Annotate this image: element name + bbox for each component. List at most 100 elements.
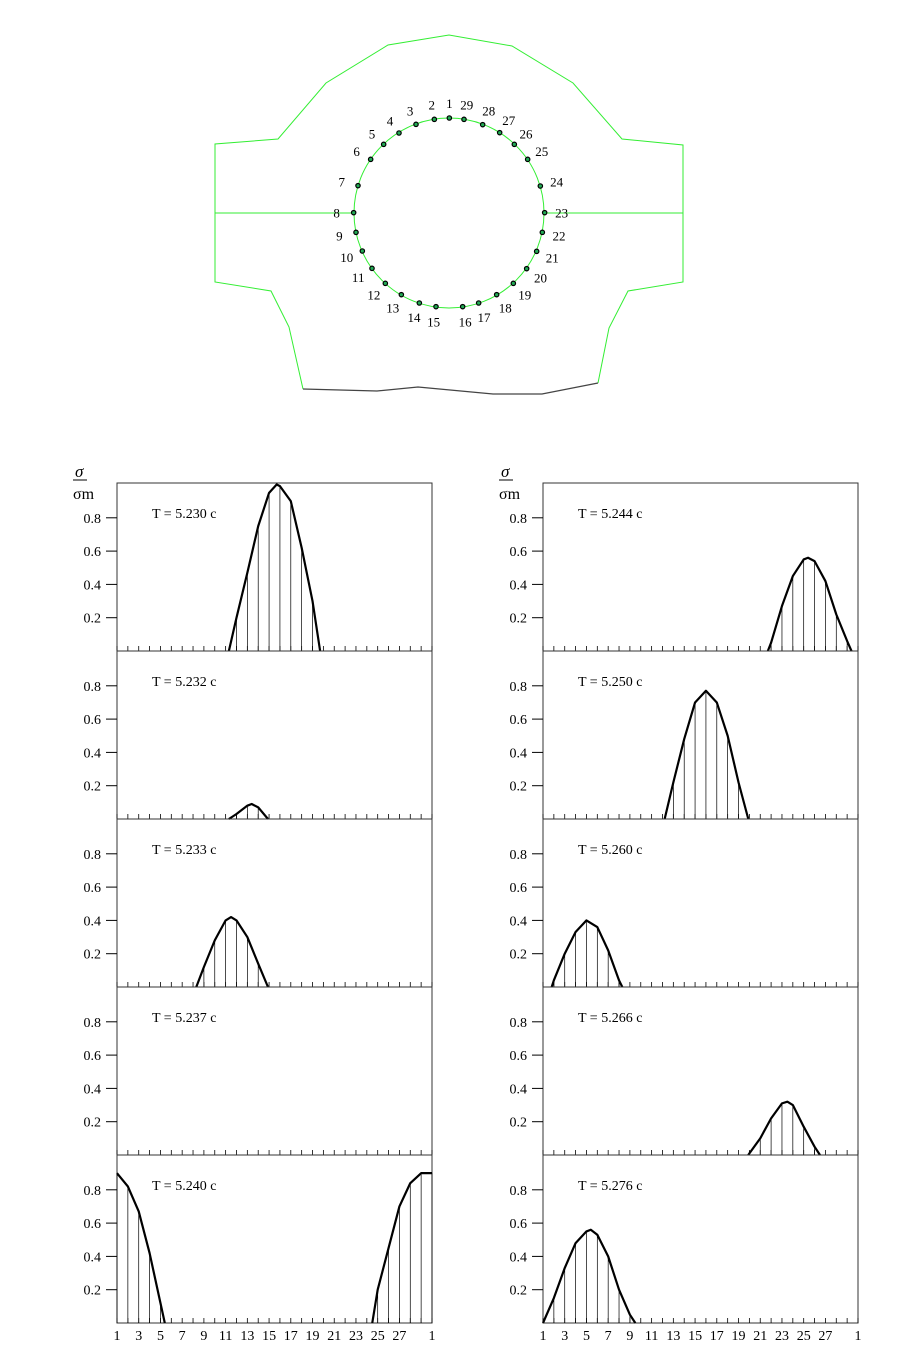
y-tick-label: 0.8 (510, 680, 528, 695)
node-label: 26 (520, 126, 534, 141)
x-tick-label: 17 (710, 1329, 724, 1344)
panel-title: T = 5.266 c (578, 1011, 642, 1026)
x-tick-label: 1 (540, 1329, 547, 1344)
y-tick-label: 0.2 (510, 1116, 528, 1131)
stress-curve (766, 556, 853, 652)
x-tick-label: 1 (114, 1329, 121, 1344)
node-marker (479, 121, 486, 128)
x-tick-label: 13 (666, 1329, 680, 1344)
stress-curve (747, 1100, 821, 1156)
node-label: 20 (534, 270, 547, 285)
y-tick-label: 0.4 (510, 914, 528, 929)
y-tick-label: 0.4 (510, 746, 528, 761)
y-tick-label: 0.2 (510, 1284, 528, 1299)
panel-title: T = 5.233 c (152, 843, 216, 858)
y-tick-label: 0.4 (510, 1250, 528, 1265)
node-label: 24 (550, 175, 564, 190)
y-tick-label: 0.4 (510, 578, 528, 593)
x-tick-label: 9 (200, 1329, 207, 1344)
node-marker (431, 116, 438, 123)
node-marker (459, 303, 466, 310)
ylabel-numerator: σ (75, 462, 84, 481)
x-tick-label: 1 (429, 1329, 436, 1344)
node-label: 21 (546, 250, 559, 265)
x-tick-label: 3 (561, 1329, 568, 1344)
node-marker (355, 182, 361, 189)
node-marker (382, 280, 389, 287)
node-label: 4 (387, 113, 394, 128)
stress-curve (116, 1172, 166, 1324)
x-tick-label: 27 (818, 1329, 832, 1344)
stress-curve (228, 802, 269, 820)
node-marker (350, 209, 357, 216)
stress-curve (663, 689, 750, 820)
y-tick-label: 0.6 (510, 1049, 528, 1064)
node-marker (353, 229, 359, 236)
stress-curve (541, 1228, 637, 1324)
node-marker (380, 141, 387, 148)
stress-curve (195, 915, 269, 988)
panel-5266: 0.2 0.4 0.6 0.8 T = 5.266 c (510, 986, 859, 1156)
x-tick-label: 25 (797, 1329, 811, 1344)
node-label: 16 (459, 315, 473, 330)
node-marker (524, 156, 531, 163)
x-tick-label: 5 (157, 1329, 164, 1344)
y-tick-label: 0.4 (510, 1082, 528, 1097)
y-tick-label: 0.8 (510, 1184, 528, 1199)
x-tick-label: 19 (732, 1329, 746, 1344)
node-marker (369, 265, 375, 272)
panel-5237: 0.2 0.4 0.6 0.8 T = 5.237 c (84, 986, 433, 1156)
y-tick-label: 0.6 (84, 1049, 102, 1064)
y-tick-label: 0.6 (84, 881, 102, 896)
node-marker (461, 116, 467, 123)
panel-5232: 0.2 0.4 0.6 0.8 T = 5.232 c (84, 650, 433, 820)
bottom-boundary (302, 382, 599, 395)
panel-title: T = 5.232 c (152, 675, 216, 690)
x-tick-label: 13 (240, 1329, 254, 1344)
node-marker (511, 141, 518, 148)
y-tick-label: 0.6 (84, 713, 102, 728)
y-tick-label: 0.2 (84, 780, 102, 795)
node-label: 27 (502, 113, 516, 128)
node-marker (446, 115, 453, 121)
node-label: 23 (555, 206, 568, 221)
panel-title: T = 5.276 c (578, 1179, 642, 1194)
y-tick-label: 0.2 (510, 612, 528, 627)
node-marker (396, 130, 402, 136)
x-tick-label: 5 (583, 1329, 590, 1344)
x-tick-label: 19 (306, 1329, 320, 1344)
node-marker (367, 156, 374, 163)
x-tick-label: 11 (645, 1329, 658, 1344)
panel-title: T = 5.250 c (578, 675, 642, 690)
node-label: 19 (518, 287, 531, 302)
node-label: 18 (499, 301, 512, 316)
node-label: 5 (369, 126, 376, 141)
x-tick-label: 3 (135, 1329, 142, 1344)
y-tick-label: 0.6 (510, 713, 528, 728)
node-marker (541, 209, 548, 216)
node-marker (496, 129, 503, 136)
panel-5230: 0.2 0.4 0.6 0.8 T = 5.230 c (84, 482, 433, 652)
x-tick-label: 25 (371, 1329, 385, 1344)
panel-5260: 0.2 0.4 0.6 0.8 T = 5.260 c (510, 818, 859, 988)
x-tick-label: 7 (179, 1329, 186, 1344)
node-marker (533, 248, 540, 255)
ylabel-denominator: σm (73, 486, 95, 503)
x-tick-label: 1 (855, 1329, 862, 1344)
panel-5276: 0.20.40.60.8 T = 5.276 c1 3 5 7 9 11 13 15 17 19 21… (510, 1154, 862, 1344)
node-label: 9 (336, 228, 343, 243)
node-marker (537, 183, 544, 189)
y-tick-label: 0.8 (510, 1016, 528, 1031)
node-label: 10 (340, 250, 353, 265)
node-label: 22 (552, 228, 565, 243)
panel-5244: 0.2 0.4 0.6 0.8 T = 5.244 c (510, 482, 859, 652)
node-marker (359, 248, 366, 254)
outer-boundary (214, 34, 684, 390)
y-tick-label: 0.6 (84, 1217, 102, 1232)
node-marker (413, 121, 419, 128)
x-tick-label: 15 (262, 1329, 276, 1344)
node-marker (510, 280, 517, 287)
node-marker (523, 265, 530, 272)
x-tick-label: 17 (284, 1329, 298, 1344)
